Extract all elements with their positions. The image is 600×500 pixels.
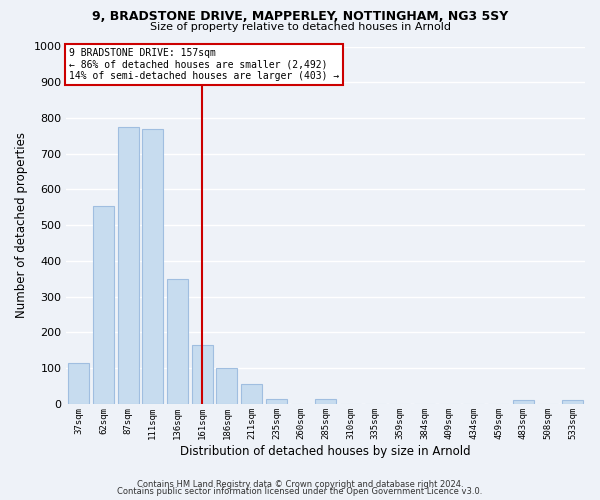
Bar bbox=[562, 400, 583, 404]
Text: Contains HM Land Registry data © Crown copyright and database right 2024.: Contains HM Land Registry data © Crown c… bbox=[137, 480, 463, 489]
Bar bbox=[167, 279, 188, 404]
Bar bbox=[217, 368, 238, 404]
Text: 9, BRADSTONE DRIVE, MAPPERLEY, NOTTINGHAM, NG3 5SY: 9, BRADSTONE DRIVE, MAPPERLEY, NOTTINGHA… bbox=[92, 10, 508, 23]
Bar bbox=[266, 398, 287, 404]
Bar bbox=[68, 363, 89, 404]
Bar bbox=[513, 400, 534, 404]
X-axis label: Distribution of detached houses by size in Arnold: Distribution of detached houses by size … bbox=[181, 444, 471, 458]
Text: Size of property relative to detached houses in Arnold: Size of property relative to detached ho… bbox=[149, 22, 451, 32]
Bar bbox=[241, 384, 262, 404]
Bar bbox=[142, 128, 163, 404]
Y-axis label: Number of detached properties: Number of detached properties bbox=[15, 132, 28, 318]
Text: 9 BRADSTONE DRIVE: 157sqm
← 86% of detached houses are smaller (2,492)
14% of se: 9 BRADSTONE DRIVE: 157sqm ← 86% of detac… bbox=[69, 48, 339, 82]
Text: Contains public sector information licensed under the Open Government Licence v3: Contains public sector information licen… bbox=[118, 487, 482, 496]
Bar bbox=[315, 398, 336, 404]
Bar bbox=[93, 206, 114, 404]
Bar bbox=[192, 345, 213, 404]
Bar bbox=[118, 127, 139, 404]
